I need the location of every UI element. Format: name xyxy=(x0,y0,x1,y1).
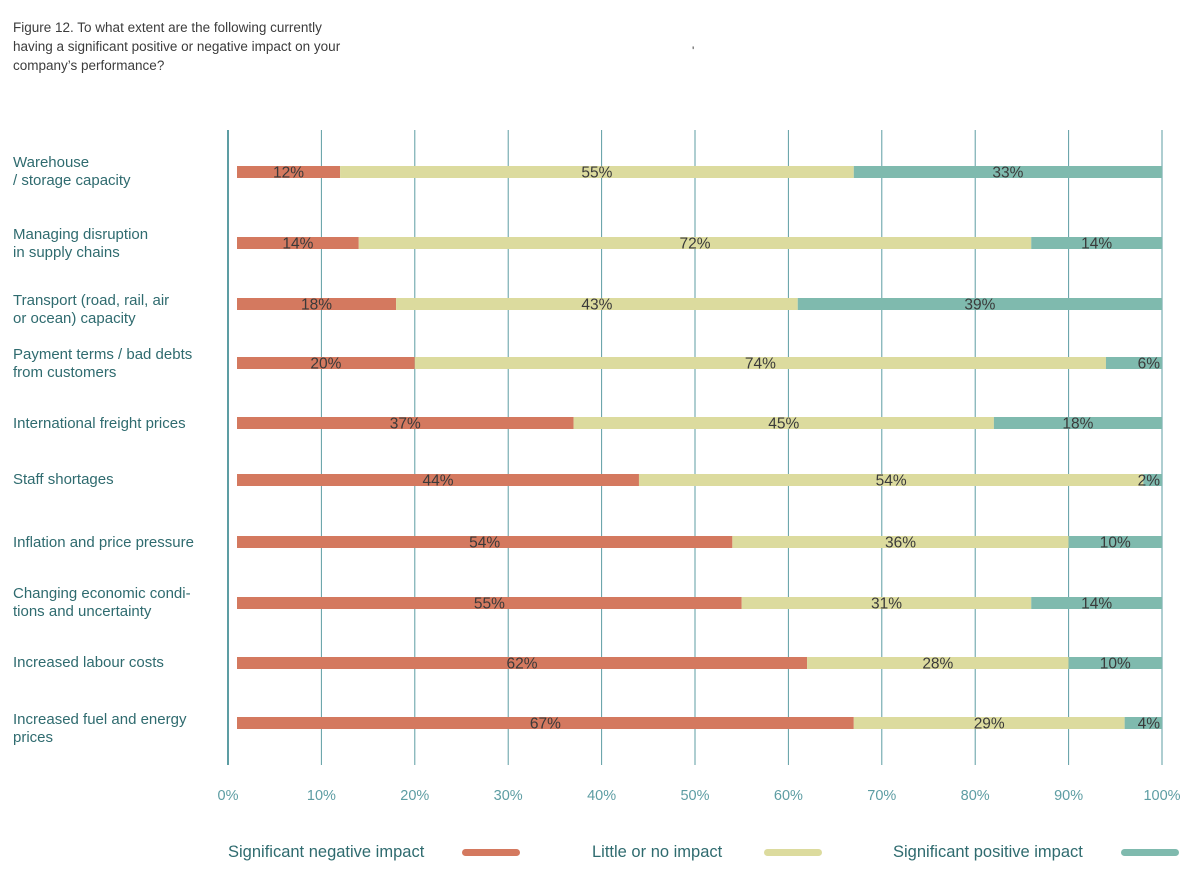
category-label: Inflation and price pressure xyxy=(13,534,194,551)
data-label: 31% xyxy=(871,596,902,613)
x-tick-label: 90% xyxy=(1054,788,1083,804)
bar-segment xyxy=(853,717,1125,729)
bar-segment xyxy=(396,298,798,310)
bar-segment xyxy=(358,237,1032,249)
bar-segment xyxy=(414,357,1106,369)
stray-mark: ' xyxy=(692,44,695,58)
data-label: 14% xyxy=(282,236,313,253)
data-label: 36% xyxy=(885,535,916,552)
data-label: 18% xyxy=(301,297,332,314)
bar-segment xyxy=(797,298,1162,310)
bar-segment xyxy=(853,166,1162,178)
bar-segment xyxy=(237,417,574,429)
data-label: 55% xyxy=(474,596,505,613)
legend-label: Significant negative impact xyxy=(228,843,425,861)
bar-segment xyxy=(741,597,1032,609)
data-label: 67% xyxy=(530,716,561,733)
bar-segment xyxy=(340,166,854,178)
data-label: 29% xyxy=(974,716,1005,733)
bar-segment xyxy=(237,237,359,249)
bar-segment xyxy=(1068,536,1162,548)
data-label: 43% xyxy=(581,297,612,314)
bar-segment xyxy=(237,657,808,669)
data-label: 10% xyxy=(1100,656,1131,673)
data-label: 74% xyxy=(745,356,776,373)
category-label: Increased fuel and energy prices xyxy=(13,711,187,746)
data-label: 54% xyxy=(469,535,500,552)
bar-segment xyxy=(807,657,1069,669)
legend-label: Little or no impact xyxy=(592,843,723,861)
category-label: Increased labour costs xyxy=(13,654,164,671)
category-label: Changing economic condi- tions and uncer… xyxy=(13,585,191,620)
category-label: International freight prices xyxy=(13,415,186,432)
x-tick-label: 30% xyxy=(494,788,523,804)
x-tick-label: 40% xyxy=(587,788,616,804)
bar-segment xyxy=(237,474,639,486)
bar-segment xyxy=(1031,597,1162,609)
bar-segment xyxy=(237,298,397,310)
category-label: Staff shortages xyxy=(13,471,114,488)
x-tick-label: 20% xyxy=(400,788,429,804)
bar-segment xyxy=(573,417,994,429)
data-label: 55% xyxy=(581,165,612,182)
legend-swatch xyxy=(1121,849,1179,856)
bar-segment xyxy=(237,717,854,729)
data-label: 44% xyxy=(422,473,453,490)
data-label: 20% xyxy=(310,356,341,373)
data-label: 39% xyxy=(964,297,995,314)
x-tick-label: 0% xyxy=(218,788,239,804)
data-label: 33% xyxy=(992,165,1023,182)
category-label: Transport (road, rail, air or ocean) cap… xyxy=(13,292,170,327)
bar-segment xyxy=(993,417,1162,429)
x-tick-label: 10% xyxy=(307,788,336,804)
legend-label: Significant positive impact xyxy=(893,843,1083,861)
bar-segment xyxy=(237,536,733,548)
data-label: 14% xyxy=(1081,236,1112,253)
legend-swatch xyxy=(462,849,520,856)
bar-segment xyxy=(1143,474,1162,486)
x-tick-label: 80% xyxy=(961,788,990,804)
figure-title: Figure 12. To what extent are the follow… xyxy=(13,20,341,73)
bar-segment xyxy=(1031,237,1162,249)
x-tick-label: 100% xyxy=(1143,788,1180,804)
data-label: 12% xyxy=(273,165,304,182)
data-label: 18% xyxy=(1062,416,1093,433)
data-label: 54% xyxy=(876,473,907,490)
x-tick-label: 70% xyxy=(867,788,896,804)
category-label: Warehouse / storage capacity xyxy=(13,154,131,189)
data-label: 10% xyxy=(1100,535,1131,552)
bar-segment xyxy=(237,166,341,178)
data-label: 45% xyxy=(768,416,799,433)
data-label: 4% xyxy=(1138,716,1161,733)
data-label: 6% xyxy=(1138,356,1161,373)
bar-segment xyxy=(1068,657,1162,669)
bar-segment xyxy=(732,536,1069,548)
data-label: 14% xyxy=(1081,596,1112,613)
bar-segment xyxy=(237,597,742,609)
category-label: Managing disruption in supply chains xyxy=(13,226,149,261)
x-tick-label: 50% xyxy=(680,788,709,804)
data-label: 2% xyxy=(1138,473,1161,490)
data-label: 72% xyxy=(679,236,710,253)
data-label: 28% xyxy=(922,656,953,673)
legend-swatch xyxy=(764,849,822,856)
x-tick-label: 60% xyxy=(774,788,803,804)
data-label: 37% xyxy=(390,416,421,433)
bar-segment xyxy=(237,357,415,369)
bar-segment xyxy=(1124,717,1162,729)
bar-segment xyxy=(1105,357,1162,369)
category-label: Payment terms / bad debts from customers xyxy=(13,346,193,381)
data-label: 62% xyxy=(507,656,538,673)
bar-segment xyxy=(638,474,1144,486)
